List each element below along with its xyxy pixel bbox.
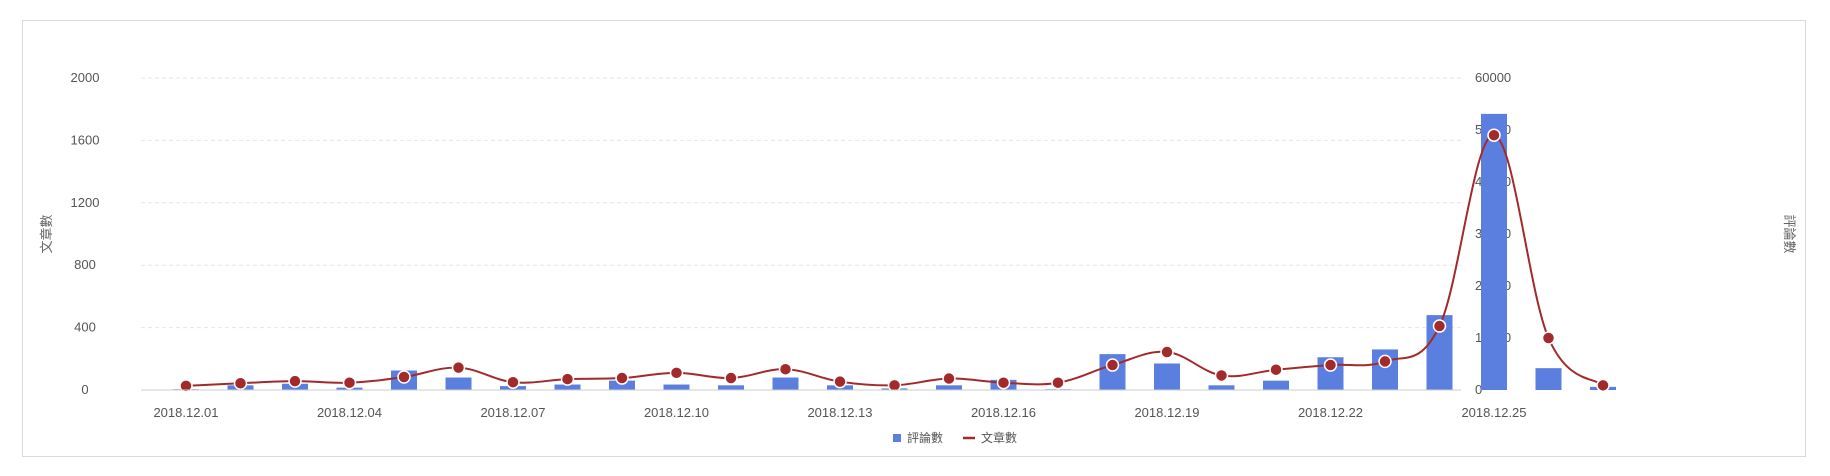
left-axis-ticks: 0 400 800 1200 1600 2000 [71,70,100,397]
line-point[interactable] [1378,354,1392,369]
x-axis-tick-label: 2018.12.01 [153,405,218,420]
line-point[interactable] [669,366,684,380]
bar[interactable] [1481,113,1507,390]
x-axis-tick-label: 2018.12.19 [1134,405,1199,420]
right-axis-tick-label: 60000 [1475,70,1511,85]
x-axis-tick-label: 2018.12.04 [317,405,382,420]
left-axis-tick-label: 800 [74,257,96,272]
line-point[interactable] [288,374,302,388]
bar[interactable] [1208,385,1235,390]
bar-series [173,113,1616,390]
line-point[interactable] [1105,358,1120,372]
bar[interactable] [718,385,744,390]
x-axis-tick-label: 2018.12.07 [480,405,545,420]
line-point[interactable] [996,375,1011,390]
bar[interactable] [936,385,962,390]
line-point[interactable] [560,372,575,386]
legend-line-label: 文章數 [981,430,1017,445]
line-point[interactable] [179,379,193,393]
left-axis-tick-label: 1200 [71,195,100,210]
legend-bar-label: 評論數 [907,430,943,445]
line-point[interactable] [1160,345,1174,359]
line-point[interactable] [724,371,738,385]
right-axis-title: 評論數 [1782,214,1797,253]
left-axis-title: 文章數 [39,214,54,253]
bar[interactable] [554,384,581,390]
left-axis-tick-label: 2000 [71,70,100,85]
left-axis-tick-label: 0 [81,382,88,397]
legend-bar-swatch [893,434,901,442]
line-point[interactable] [1214,368,1229,383]
line-point[interactable] [451,360,466,375]
line-series-points [179,128,1610,393]
x-axis-tick-label: 2018.12.13 [807,405,872,420]
line-point[interactable] [1541,331,1556,345]
bar[interactable] [663,384,690,390]
bar[interactable] [609,380,635,390]
line-point[interactable] [833,374,847,389]
line-series-path [185,134,1604,387]
x-axis-tick-label: 2018.12.25 [1461,405,1526,420]
x-axis-tick-label: 2018.12.16 [971,405,1036,420]
gridlines [141,77,1461,329]
legend[interactable]: 評論數 文章數 [893,430,1017,445]
bar[interactable] [772,377,799,390]
line-point[interactable] [342,375,357,390]
line-point[interactable] [397,370,411,384]
line-point[interactable] [615,371,629,385]
line-point[interactable] [506,375,520,389]
line-point[interactable] [1487,128,1501,142]
bar[interactable] [445,377,472,390]
bar[interactable] [1263,380,1289,390]
line-point[interactable] [233,376,248,390]
line-point[interactable] [887,378,902,393]
line-point[interactable] [1051,375,1065,390]
bar[interactable] [1535,368,1562,390]
line-point[interactable] [778,362,793,376]
left-axis-tick-label: 400 [74,320,96,335]
bar[interactable] [1154,363,1180,390]
left-axis-tick-label: 1600 [71,132,100,147]
x-axis-tick-label: 2018.12.22 [1298,405,1363,420]
line-point[interactable] [942,371,956,386]
line-point[interactable] [1323,358,1338,372]
line-point[interactable] [1432,319,1447,333]
right-axis-tick-label: 0 [1475,382,1482,397]
line-point[interactable] [1269,362,1283,377]
x-axis-tick-label: 2018.12.10 [644,405,709,420]
line-point[interactable] [1596,378,1610,393]
x-axis-ticks: 2018.12.01 2018.12.04 2018.12.07 2018.12.10… [153,405,1526,420]
